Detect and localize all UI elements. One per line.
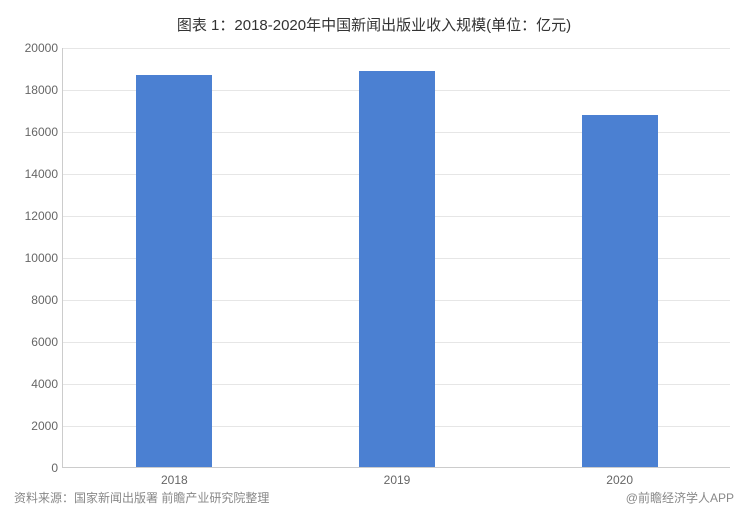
grid-line [63, 48, 730, 49]
bar [359, 71, 435, 467]
y-tick-label: 4000 [14, 377, 58, 391]
y-tick-label: 20000 [14, 41, 58, 55]
x-tick-label: 2019 [384, 473, 411, 487]
y-axis: 0200040006000800010000120001400016000180… [14, 48, 58, 468]
y-tick-label: 8000 [14, 293, 58, 307]
y-tick-label: 6000 [14, 335, 58, 349]
bar [136, 75, 212, 467]
chart-title: 图表 1：2018-2020年中国新闻出版业收入规模(单位：亿元) [0, 0, 748, 35]
y-tick-label: 10000 [14, 251, 58, 265]
y-tick-label: 18000 [14, 83, 58, 97]
credit-label: @前瞻经济学人APP [626, 489, 734, 506]
y-tick-label: 16000 [14, 125, 58, 139]
x-tick-label: 2018 [161, 473, 188, 487]
y-tick-label: 0 [14, 461, 58, 475]
bar [582, 115, 658, 467]
y-tick-label: 14000 [14, 167, 58, 181]
plot-region: 201820192020 [62, 48, 730, 468]
source-label: 资料来源：国家新闻出版署 前瞻产业研究院整理 [14, 489, 269, 506]
chart-plot-area: 前瞻 0200040006000800010000120001400016000… [62, 48, 730, 468]
chart-footer: 资料来源：国家新闻出版署 前瞻产业研究院整理 @前瞻经济学人APP [14, 489, 734, 506]
x-tick-label: 2020 [606, 473, 633, 487]
y-tick-label: 12000 [14, 209, 58, 223]
y-tick-label: 2000 [14, 419, 58, 433]
